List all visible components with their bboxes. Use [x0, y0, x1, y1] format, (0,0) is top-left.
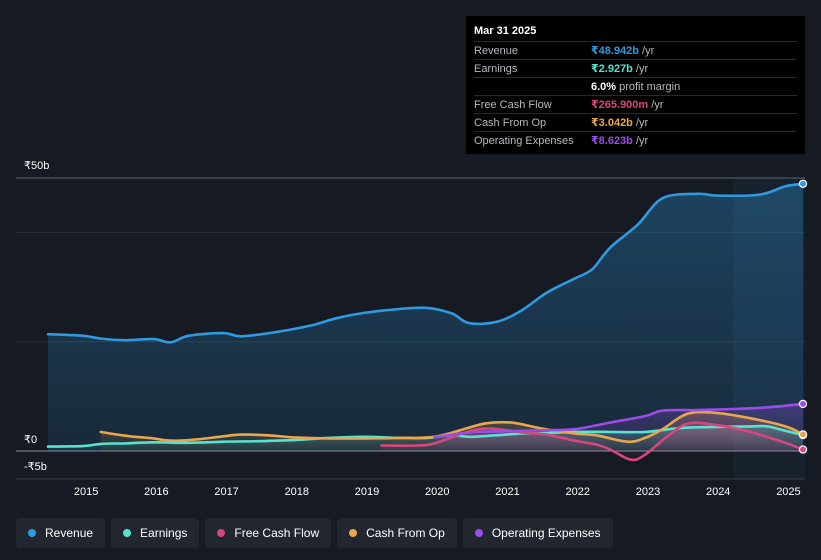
tooltip: Mar 31 2025 Revenue ₹48.942b/yr Earnings ₹2…	[466, 16, 805, 154]
tooltip-row-unit: profit margin	[619, 80, 681, 93]
y-tick-label-top: ₹50b	[24, 160, 50, 172]
legend-dot-icon	[28, 529, 36, 537]
tooltip-date: Mar 31 2025	[474, 25, 537, 37]
line-operating-expenses	[433, 402, 805, 439]
tooltip-row-unit: /yr	[642, 44, 655, 57]
end-marker-free-cash-flow	[798, 445, 808, 454]
tooltip-row-value: ₹8.623b	[591, 134, 633, 147]
legend-dot-icon	[217, 529, 226, 537]
legend-dot-icon	[474, 529, 483, 537]
tooltip-row-label: Earnings	[474, 62, 518, 75]
tooltip-row-unit: /yr	[651, 98, 664, 111]
x-tick-label: 2021	[495, 486, 519, 498]
legend-dot-icon	[123, 529, 132, 537]
legend-label: Cash From Op	[366, 526, 445, 540]
tooltip-row: Revenue ₹48.942b/yr	[474, 41, 797, 59]
tooltip-row: Cash From Op ₹3.042b/yr	[474, 113, 797, 131]
legend: Revenue Earnings Free Cash Flow Cash From O…	[16, 518, 613, 548]
tooltip-row-label: Cash From Op	[474, 116, 547, 129]
line-revenue	[46, 182, 805, 344]
y-tick-label-zero: ₹0	[24, 434, 38, 446]
end-marker-operating-expenses	[798, 399, 808, 409]
tooltip-rows: Revenue ₹48.942b/yr Earnings ₹2.927b/yr 6.0%…	[474, 41, 797, 149]
tooltip-row-label: Free Cash Flow	[474, 98, 552, 111]
legend-item-revenue[interactable]: Revenue	[16, 518, 106, 548]
x-tick-label: 2019	[355, 486, 379, 498]
tooltip-row-value: ₹2.927b	[591, 62, 633, 75]
legend-dot-icon	[349, 529, 358, 537]
legend-label: Revenue	[45, 526, 94, 540]
y-tick-label-bottom: -₹5b	[24, 461, 47, 473]
x-tick-label: 2025	[776, 486, 800, 498]
tooltip-row: 6.0% profit margin	[474, 77, 797, 95]
area-operating-expenses	[434, 403, 803, 451]
x-tick-label: 2016	[144, 486, 168, 498]
legend-label: Free Cash Flow	[234, 526, 320, 540]
end-marker-cash-from-op	[798, 430, 808, 439]
legend-item-cash-from-op[interactable]: Cash From Op	[337, 518, 457, 548]
x-tick-label: 2018	[285, 486, 309, 498]
tooltip-row-value: ₹3.042b	[591, 116, 633, 129]
x-tick-label: 2015	[74, 486, 98, 498]
tooltip-row-value: ₹265.900m	[591, 98, 649, 111]
tooltip-row-unit: /yr	[635, 62, 649, 75]
end-marker-revenue	[798, 179, 808, 188]
x-tick-label: 2020	[425, 486, 449, 498]
line-cash-from-op	[99, 410, 805, 444]
area-revenue	[48, 183, 803, 452]
tooltip-row: Free Cash Flow ₹265.900m/yr	[474, 95, 797, 113]
x-tick-label: 2024	[706, 486, 730, 498]
tooltip-row-label: Operating Expenses	[474, 134, 574, 147]
tooltip-row-label: Revenue	[474, 44, 519, 57]
x-tick-label: 2017	[214, 486, 238, 498]
tooltip-row-value: 6.0%	[591, 80, 617, 93]
tooltip-row: Earnings ₹2.927b/yr	[474, 59, 797, 77]
x-tick-label: 2023	[636, 486, 660, 498]
legend-label: Earnings	[140, 526, 188, 540]
tooltip-row: Operating Expenses ₹8.623b/yr	[474, 131, 797, 149]
tooltip-row-value: ₹48.942b	[591, 44, 640, 57]
tooltip-row-unit: /yr	[635, 134, 649, 147]
x-tick-label: 2022	[566, 486, 590, 498]
legend-item-operating-expenses[interactable]: Operating Expenses	[462, 518, 613, 548]
tooltip-row-unit: /yr	[635, 116, 649, 129]
legend-label: Operating Expenses	[491, 526, 601, 540]
legend-item-earnings[interactable]: Earnings	[111, 518, 200, 548]
legend-item-free-cash-flow[interactable]: Free Cash Flow	[205, 518, 332, 548]
